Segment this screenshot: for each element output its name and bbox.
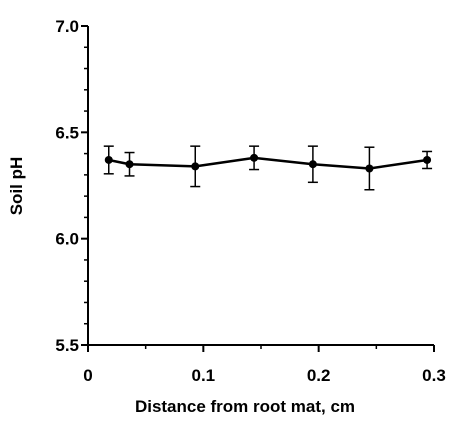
x-tick-label: 0.2 xyxy=(307,366,331,385)
ticks: 5.5 6.0 6.5 7.0 0 0.1 0.2 0.3 xyxy=(55,17,445,385)
data-point xyxy=(308,160,317,169)
series xyxy=(103,145,433,191)
data-point xyxy=(191,162,200,171)
data-point xyxy=(250,153,259,162)
y-tick-label: 6.0 xyxy=(55,230,79,249)
y-tick-label: 7.0 xyxy=(55,17,79,36)
axes xyxy=(87,26,434,346)
y-tick-label: 5.5 xyxy=(55,336,79,355)
data-point xyxy=(365,164,374,173)
y-tick-label: 6.5 xyxy=(55,123,79,142)
x-axis-title: Distance from root mat, cm xyxy=(135,397,355,416)
data-point xyxy=(423,155,432,164)
x-tick-label: 0 xyxy=(83,366,92,385)
series-line xyxy=(108,156,428,170)
x-tick-label: 0.3 xyxy=(422,366,446,385)
data-point xyxy=(125,160,134,169)
y-axis-title: Soil pH xyxy=(7,157,26,216)
x-tick-label: 0.1 xyxy=(192,366,216,385)
data-point xyxy=(104,155,113,164)
